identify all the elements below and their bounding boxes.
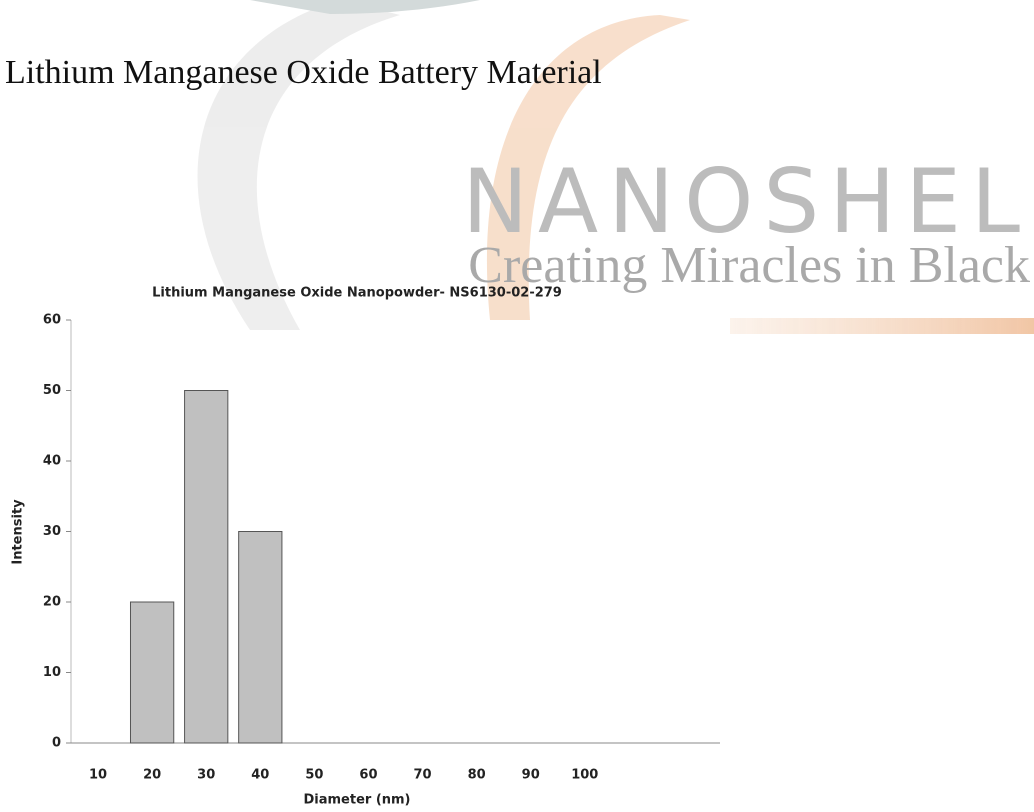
y-axis-title: Intensity [11,499,26,565]
bar [239,532,282,744]
y-tick-label: 30 [43,524,61,539]
x-tick-label: 90 [522,768,540,783]
y-tick-label: 40 [43,454,61,469]
x-axis-title: Diameter (nm) [303,793,410,808]
x-tick-label: 10 [89,768,107,783]
x-tick-label: 100 [571,768,598,783]
x-tick-label: 20 [143,768,161,783]
y-tick-label: 60 [43,313,61,328]
y-tick-label: 10 [43,665,61,680]
y-tick-label: 0 [52,736,61,751]
y-tick-label: 20 [43,595,61,610]
x-tick-label: 30 [197,768,215,783]
bar [130,602,173,743]
x-tick-label: 80 [468,768,486,783]
x-tick-label: 50 [305,768,323,783]
x-tick-label: 40 [251,768,269,783]
watermark-arc [198,0,400,330]
x-tick-label: 70 [413,768,431,783]
watermark: NANOSHEL Creating Miracles in Black [198,0,1034,334]
page-heading: Lithium Manganese Oxide Battery Material [5,54,602,91]
y-tick-label: 50 [43,383,61,398]
watermark-bar [730,318,1034,334]
bar [185,391,228,744]
x-tick-label: 60 [359,768,377,783]
chart-title: Lithium Manganese Oxide Nanopowder- NS61… [152,286,562,301]
page: NANOSHEL Creating Miracles in Black Lith… [0,0,1034,812]
watermark-arc [250,0,480,14]
